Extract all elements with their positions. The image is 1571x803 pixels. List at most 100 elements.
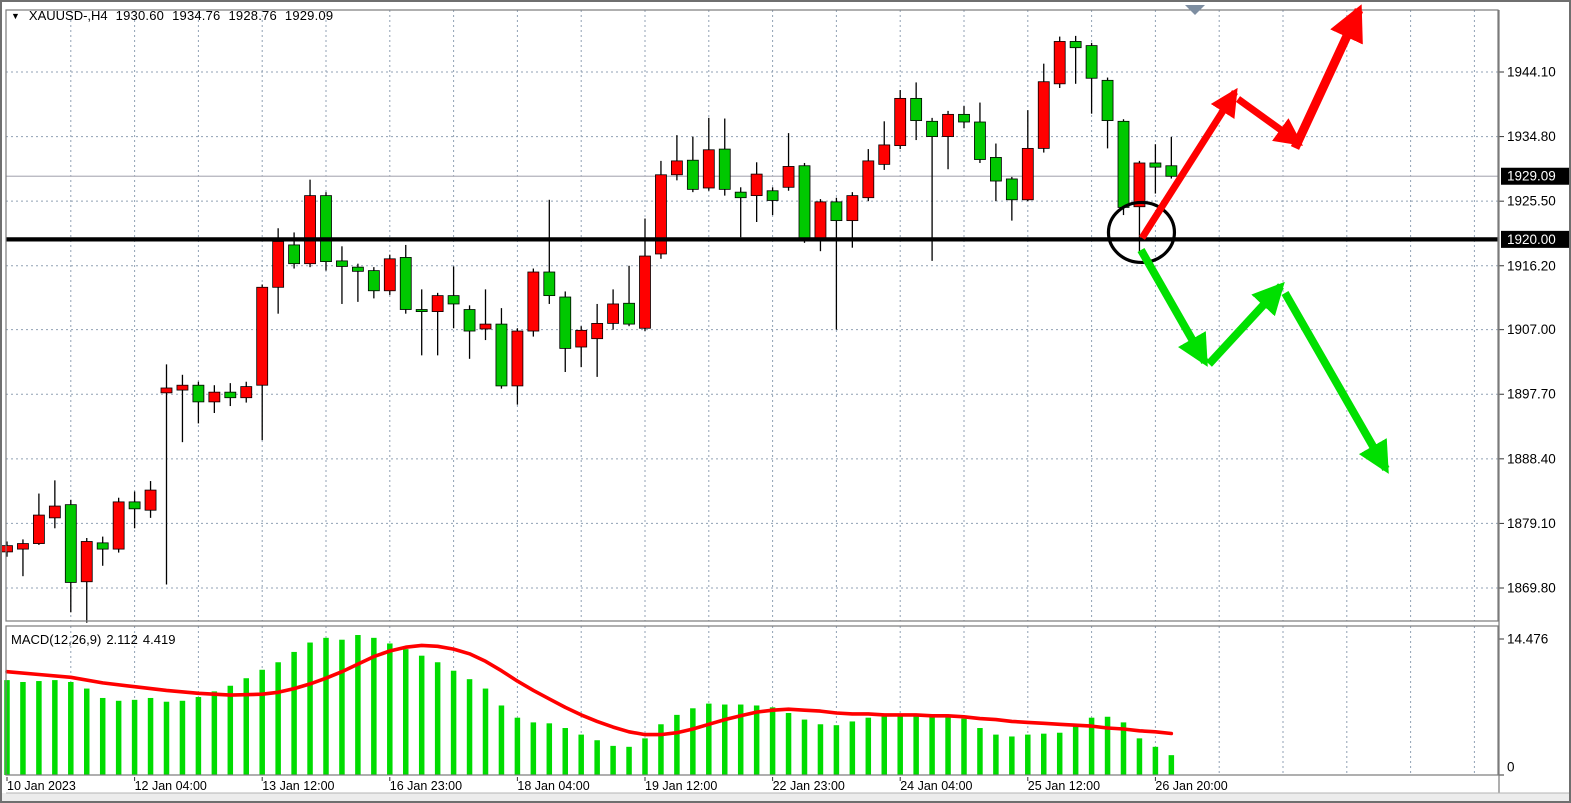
candle (224, 391, 237, 399)
macd-bar (1072, 726, 1079, 775)
time-axis-label: 22 Jan 23:00 (773, 779, 845, 793)
candle (623, 302, 635, 325)
candle (782, 166, 795, 188)
bearish-scenario-arrow[interactable] (1137, 248, 1209, 367)
macd-bar (642, 738, 648, 775)
candle (639, 255, 651, 329)
price-axis-label: 1869.80 (1507, 581, 1556, 596)
macd-axis-label: 0 (1507, 760, 1515, 775)
macd-bar (913, 715, 919, 775)
price-axis-label: 1879.10 (1507, 516, 1556, 531)
bid-price-box (1501, 167, 1569, 185)
macd-bar (243, 678, 249, 775)
macd-bar (371, 637, 377, 775)
candle (830, 201, 843, 222)
macd-bar (1088, 717, 1095, 775)
macd-bar (84, 688, 90, 775)
macd-bar (977, 728, 983, 775)
macd-bar (610, 745, 616, 775)
time-axis-label: 24 Jan 04:00 (900, 779, 972, 793)
macd-bar (275, 662, 281, 775)
symbol-dropdown-icon[interactable]: ▼ (11, 10, 20, 21)
macd-axis-label: 14.476 (1507, 632, 1548, 647)
macd-bar (514, 717, 521, 775)
macd-bar (482, 688, 489, 775)
macd-bar (434, 662, 441, 775)
candle (64, 504, 77, 583)
bullish-scenario-arrow[interactable] (1235, 96, 1303, 146)
candle (591, 323, 604, 340)
time-axis-label: 10 Jan 2023 (7, 779, 76, 793)
macd-bar (20, 681, 26, 775)
macd-bar (594, 740, 600, 775)
macd-bar (450, 670, 457, 775)
candle (463, 309, 476, 332)
candle (447, 295, 460, 305)
macd-bar (961, 718, 967, 775)
macd-name: MACD(12,26,9) (11, 632, 102, 647)
candle (1165, 165, 1178, 177)
price-axis-label: 1925.50 (1507, 194, 1556, 209)
bullish-scenario-arrow[interactable] (1290, 4, 1364, 150)
macd-bar (785, 712, 792, 775)
macd-bar (722, 704, 728, 775)
candle (415, 309, 428, 312)
candle (718, 148, 731, 190)
macd-bar (195, 697, 202, 775)
time-axis-label: 13 Jan 12:00 (262, 779, 334, 793)
candle (527, 271, 540, 332)
candle (256, 286, 269, 386)
macd-bar (833, 725, 840, 775)
macd-bar (4, 680, 10, 775)
macd-bar (546, 723, 553, 775)
macd-bar (163, 701, 170, 775)
candle (814, 201, 827, 242)
macd-bar (99, 697, 106, 775)
macd-bar (211, 691, 218, 775)
candle (671, 160, 683, 176)
candle (1133, 162, 1146, 208)
bearish-scenario-arrow[interactable] (1206, 281, 1285, 367)
breakout-circle-annotation[interactable] (1106, 200, 1177, 265)
macd-bar (227, 685, 234, 775)
macd-bar (849, 721, 856, 775)
price-axis-label: 1916.20 (1507, 258, 1556, 273)
macd-bar (259, 669, 265, 775)
bullish-scenario-arrow[interactable] (1139, 87, 1238, 240)
macd-bar (403, 649, 409, 775)
time-axis-label: 26 Jan 20:00 (1155, 779, 1227, 793)
price-axis-label: 1888.40 (1507, 451, 1556, 466)
macd-bar (131, 699, 138, 775)
chart-shift-triangle-icon[interactable] (1185, 5, 1205, 15)
macd-bar (993, 734, 999, 775)
macd-bar (307, 642, 313, 775)
macd-bar (291, 651, 297, 775)
ohlc-low: 1928.76 (228, 8, 277, 23)
macd-pane-border[interactable] (5, 625, 1499, 776)
macd-bar (530, 722, 537, 775)
candle (974, 121, 986, 160)
candle (990, 157, 1002, 182)
time-axis-label: 25 Jan 12:00 (1028, 779, 1100, 793)
candle (750, 173, 763, 197)
candle (80, 541, 93, 583)
candle (1069, 41, 1082, 49)
candle (766, 190, 779, 201)
candle (367, 270, 380, 292)
candle (399, 257, 412, 310)
macd-signal-line (5, 643, 1174, 737)
time-axis-label: 12 Jan 04:00 (135, 779, 207, 793)
macd-bar (945, 716, 951, 775)
bearish-scenario-arrow[interactable] (1281, 291, 1390, 474)
macd-bar (706, 703, 712, 775)
macd-bar (1056, 732, 1063, 775)
price-axis-label: 1934.80 (1507, 129, 1556, 144)
candle (1021, 147, 1034, 201)
candle (655, 174, 667, 255)
candle (32, 514, 45, 544)
candle (112, 501, 125, 550)
macd-bar (753, 705, 760, 775)
candle (926, 120, 938, 137)
